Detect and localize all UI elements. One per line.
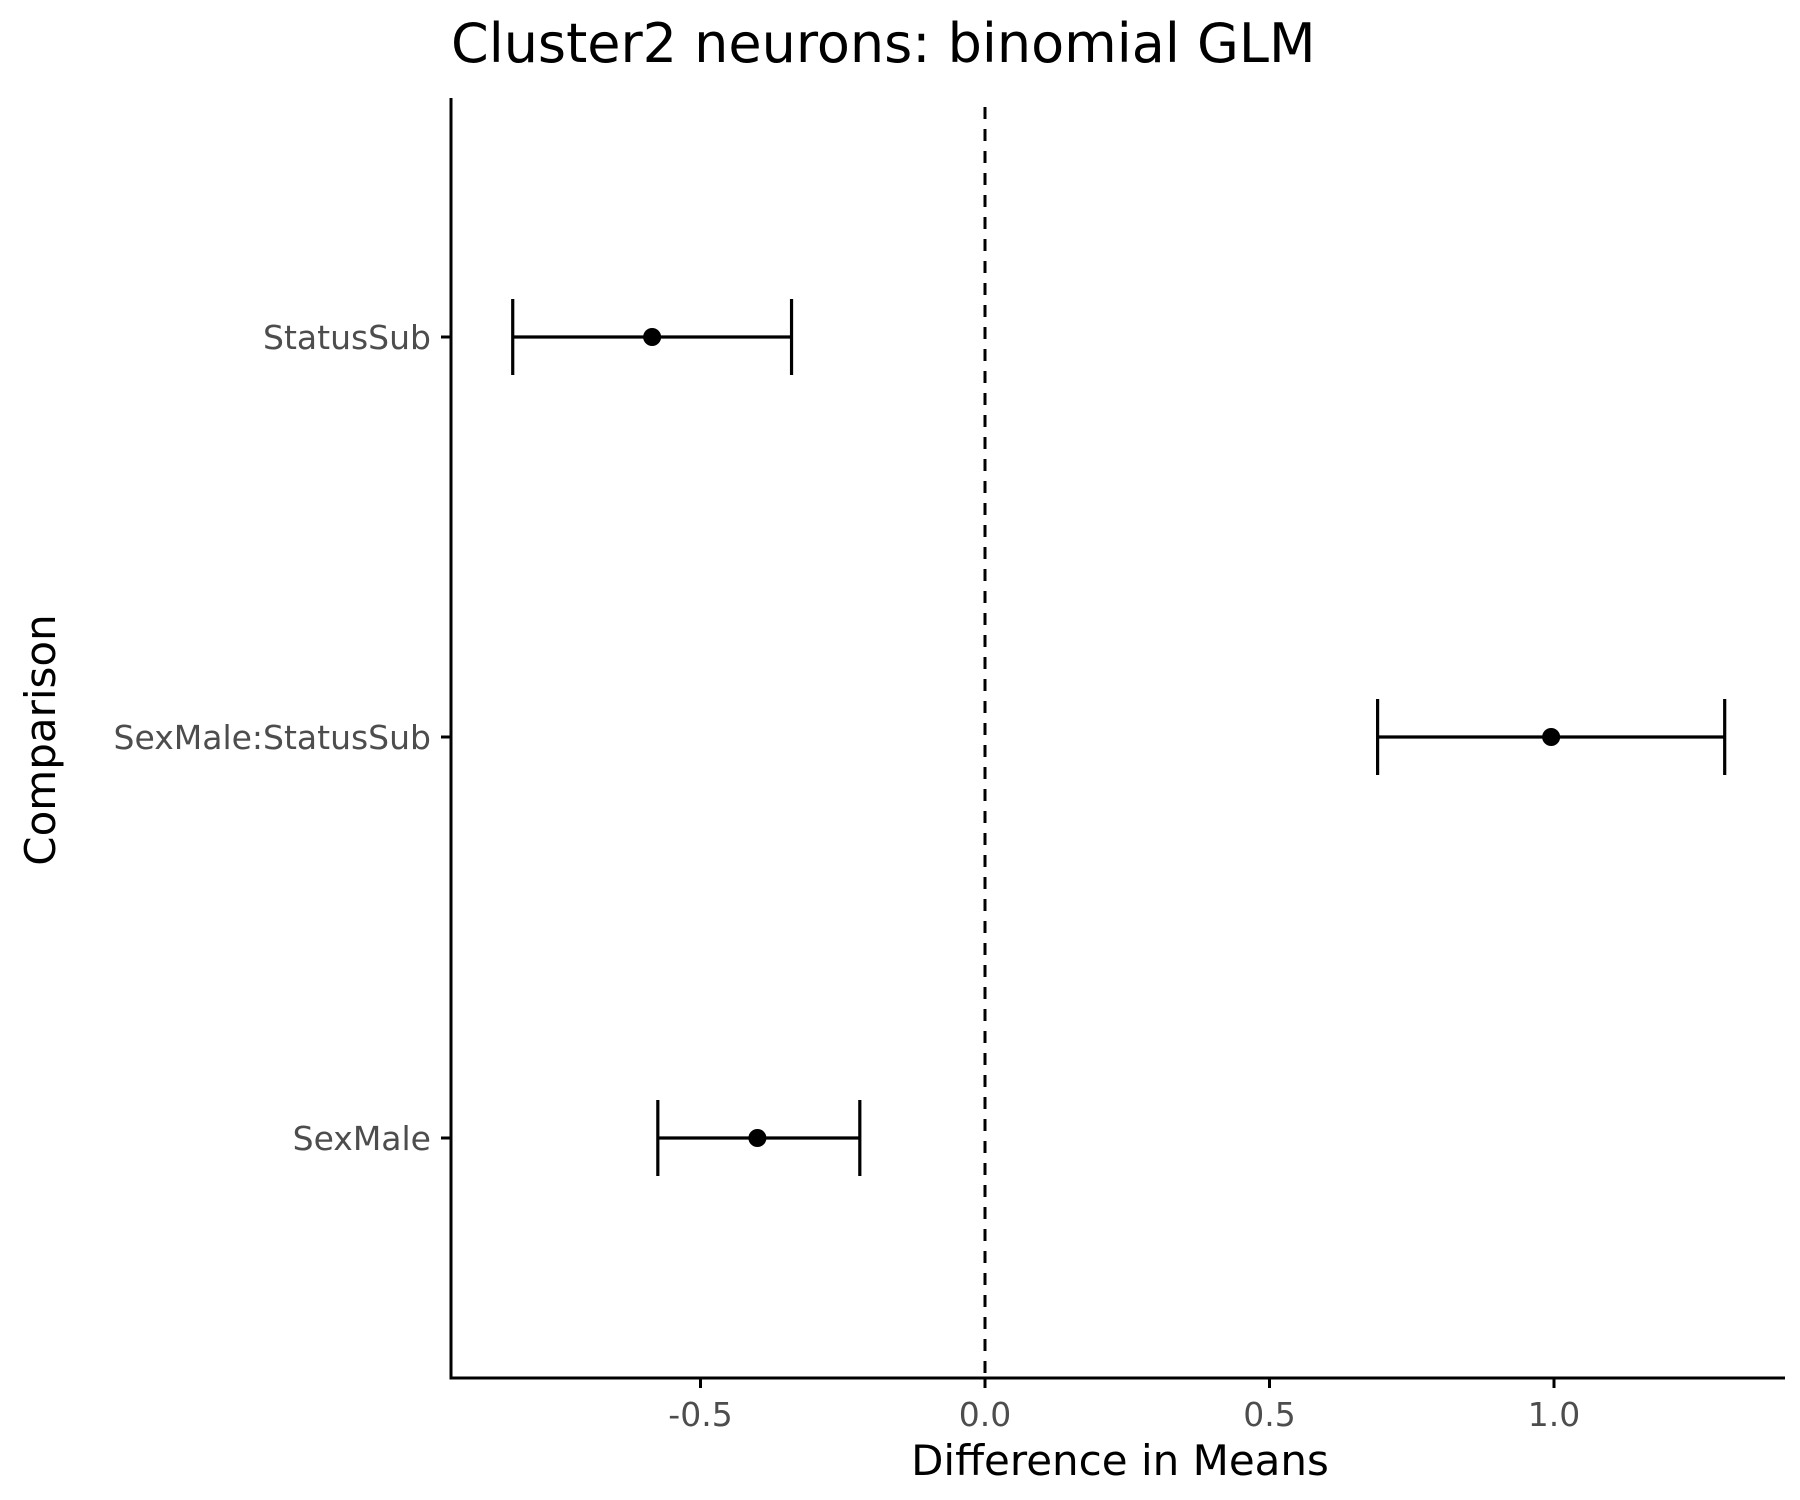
chart-title: Cluster2 neurons: binomial GLM <box>451 12 1316 75</box>
x-tick-label: 1.0 <box>1528 1395 1580 1434</box>
point-sexmale-statussub <box>1542 728 1561 746</box>
x-tick-label: 0.0 <box>959 1395 1011 1434</box>
x-axis-title: Difference in Means <box>911 1436 1329 1485</box>
y-tick-label: SexMale <box>293 1119 431 1158</box>
x-tick-label: 0.5 <box>1243 1395 1295 1434</box>
point-statussub <box>643 328 662 346</box>
plot-area: -0.5 0.0 0.5 1.0 StatusSub SexMale:StatusSub S… <box>114 98 1785 1434</box>
point-sexmale <box>748 1129 767 1147</box>
y-tick-label: SexMale:StatusSub <box>114 718 431 757</box>
y-tick-label: StatusSub <box>263 318 431 357</box>
x-tick-label: -0.5 <box>668 1395 732 1434</box>
y-axis-title: Comparison <box>16 614 65 865</box>
